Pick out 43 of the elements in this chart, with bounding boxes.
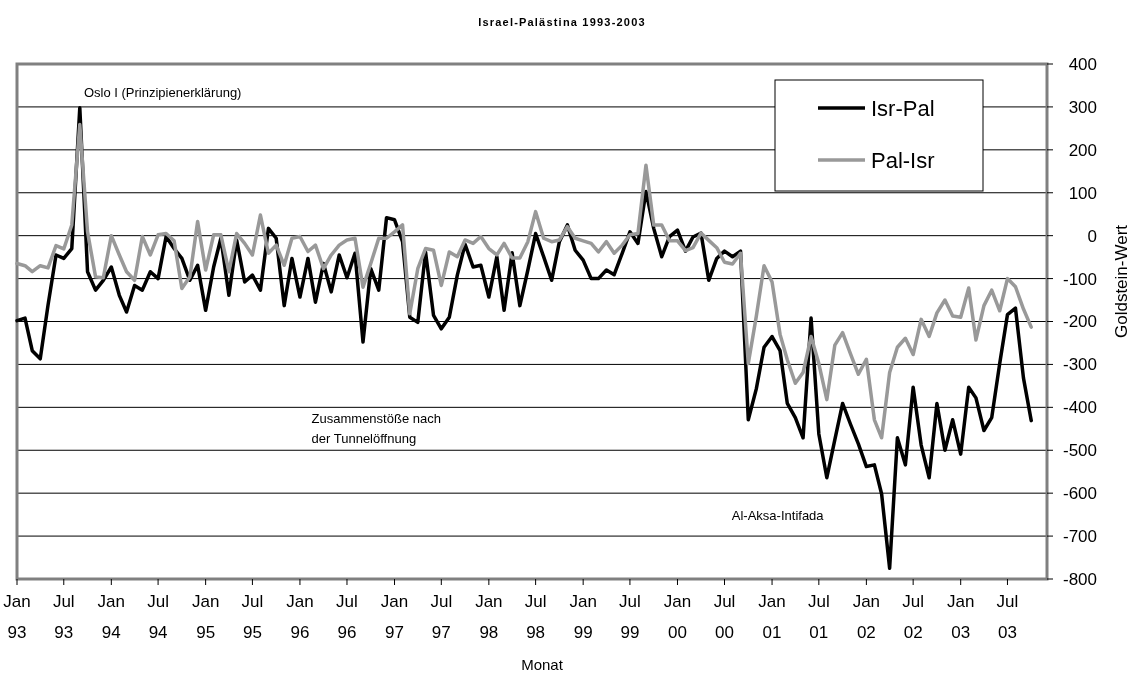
x-tick-label: Jan 02	[852, 592, 881, 642]
x-tick-label: Jul 98	[524, 592, 547, 642]
x-tick-label: Jul 94	[147, 592, 169, 642]
x-tick-label: Jul 99	[619, 592, 641, 642]
annotation: Oslo I (Prinzipienerklärung)	[83, 84, 242, 100]
x-tick-label: Jan 97	[380, 592, 409, 642]
y-tick-label: -500	[1062, 441, 1097, 461]
x-tick-label: Jan 93	[3, 592, 31, 642]
legend-label: Isr-Pal	[871, 95, 935, 121]
x-tick-label: Jul 97	[430, 592, 453, 642]
x-tick-label: Jan 00	[663, 592, 692, 642]
x-tick-label: Jul 96	[336, 592, 358, 642]
annotation: Al-Aksa-Intifada	[731, 508, 825, 524]
x-tick-label: Jan 99	[569, 592, 597, 642]
y-tick-label: 0	[1087, 226, 1097, 246]
y-tick-label: -200	[1062, 312, 1097, 332]
annotation: Zusammenstöße nach der Tunnelöffnung	[311, 411, 441, 447]
y-axis-title: Goldstein-Wert	[1112, 224, 1131, 339]
x-tick-label: Jul 95	[241, 592, 264, 642]
chart-title: Israel-Palästina 1993-2003	[478, 16, 646, 28]
y-tick-label: -300	[1062, 355, 1097, 375]
y-tick-label: 400	[1068, 54, 1097, 74]
y-tick-label: -400	[1062, 398, 1097, 418]
x-axis-title: Monat	[521, 656, 564, 673]
y-tick-label: 300	[1068, 97, 1097, 117]
x-tick-label: Jan 98	[475, 592, 503, 642]
legend-label: Pal-Isr	[871, 147, 935, 173]
x-tick-label: Jul 02	[902, 592, 925, 642]
x-tick-label: Jan 94	[97, 592, 126, 642]
y-tick-label: -700	[1062, 527, 1097, 547]
x-tick-label: Jul 03	[996, 592, 1019, 642]
x-tick-label: Jul 01	[807, 592, 830, 642]
x-tick-label: Jan 01	[758, 592, 786, 642]
y-tick-label: -800	[1062, 569, 1097, 589]
x-tick-label: Jan 96	[286, 592, 314, 642]
y-tick-label: 100	[1068, 183, 1097, 203]
x-tick-label: Jul 93	[52, 592, 75, 642]
x-tick-label: Jan 03	[946, 592, 975, 642]
y-tick-label: -100	[1062, 269, 1097, 289]
y-tick-label: 200	[1068, 140, 1097, 160]
y-tick-label: -600	[1062, 484, 1097, 504]
x-tick-label: Jul 00	[713, 592, 736, 642]
x-tick-label: Jan 95	[191, 592, 220, 642]
